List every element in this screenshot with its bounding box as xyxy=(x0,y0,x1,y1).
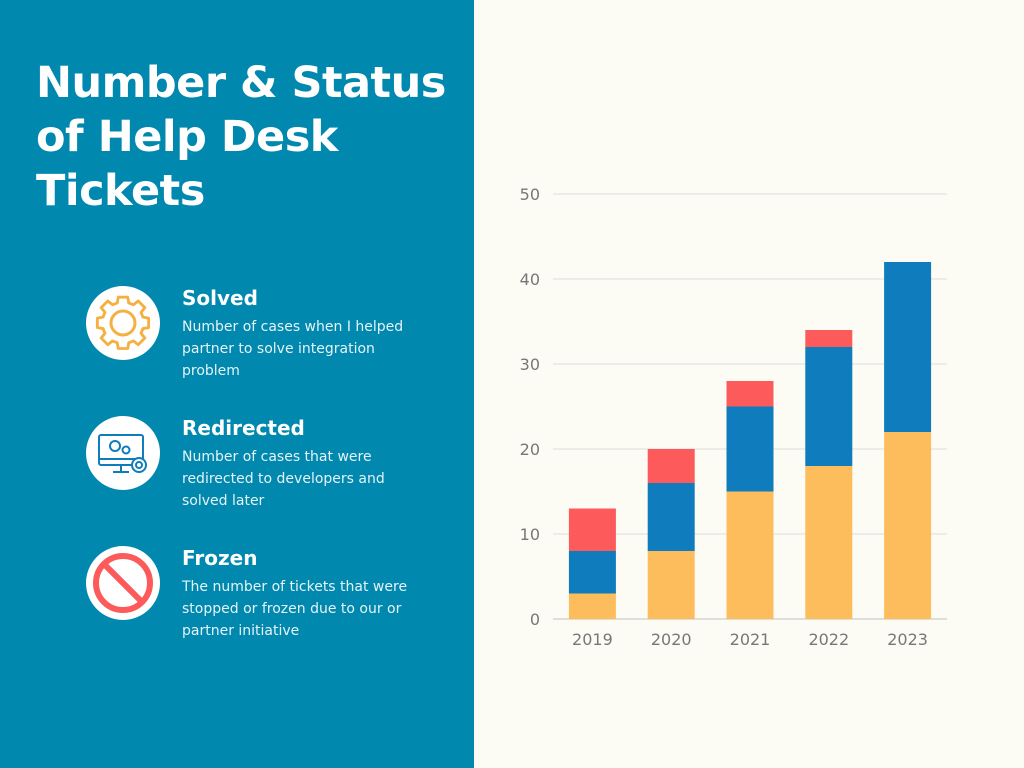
stacked-bar-chart: 0 10 20 30 40 50 2019 2020 2021 2022 2023 xyxy=(520,185,947,649)
bar-redirected-2021 xyxy=(726,406,774,492)
legend-item-frozen: Frozen The number of tickets that were s… xyxy=(86,546,446,656)
gear-icon xyxy=(86,286,160,360)
x-tick-label: 2020 xyxy=(651,630,692,649)
bar-solved-2019 xyxy=(568,593,616,619)
monitor-gears-icon xyxy=(86,416,160,490)
y-tick-label: 40 xyxy=(520,270,540,289)
y-tick-label: 30 xyxy=(520,355,540,374)
legend-item-redirected: Redirected Number of cases that were red… xyxy=(86,416,446,526)
bar-redirected-2023 xyxy=(884,262,932,432)
page-title: Number & Status of Help Desk Tickets xyxy=(36,58,446,216)
y-tick-label: 10 xyxy=(520,525,540,544)
bar-frozen-2021 xyxy=(726,381,774,407)
x-tick-label: 2023 xyxy=(887,630,928,649)
legend-item-solved: Solved Number of cases when I helped par… xyxy=(86,286,446,396)
bar-solved-2022 xyxy=(805,466,853,619)
bar-frozen-2019 xyxy=(568,508,616,551)
prohibited-icon xyxy=(86,546,160,620)
bar-redirected-2019 xyxy=(568,551,616,594)
bar-solved-2020 xyxy=(647,551,695,619)
y-tick-label: 0 xyxy=(530,610,540,629)
bar-redirected-2020 xyxy=(647,483,695,551)
bar-frozen-2020 xyxy=(647,449,695,483)
legend-desc-frozen: The number of tickets that were stopped … xyxy=(182,579,408,639)
legend-label-solved: Solved xyxy=(182,286,258,310)
y-tick-label: 20 xyxy=(520,440,540,459)
legend-desc-solved: Number of cases when I helped partner to… xyxy=(182,319,404,379)
bar-redirected-2022 xyxy=(805,347,853,466)
bar-frozen-2022 xyxy=(805,330,853,347)
bar-solved-2021 xyxy=(726,491,774,619)
x-tick-label: 2021 xyxy=(730,630,771,649)
bar-solved-2023 xyxy=(884,432,932,619)
legend-label-frozen: Frozen xyxy=(182,546,258,570)
left-panel: Number & Status of Help Desk Tickets Sol… xyxy=(0,0,474,768)
y-tick-label: 50 xyxy=(520,185,540,204)
x-tick-label: 2019 xyxy=(572,630,613,649)
legend-label-redirected: Redirected xyxy=(182,416,305,440)
legend-desc-redirected: Number of cases that were redirected to … xyxy=(182,449,385,509)
x-tick-label: 2022 xyxy=(808,630,849,649)
